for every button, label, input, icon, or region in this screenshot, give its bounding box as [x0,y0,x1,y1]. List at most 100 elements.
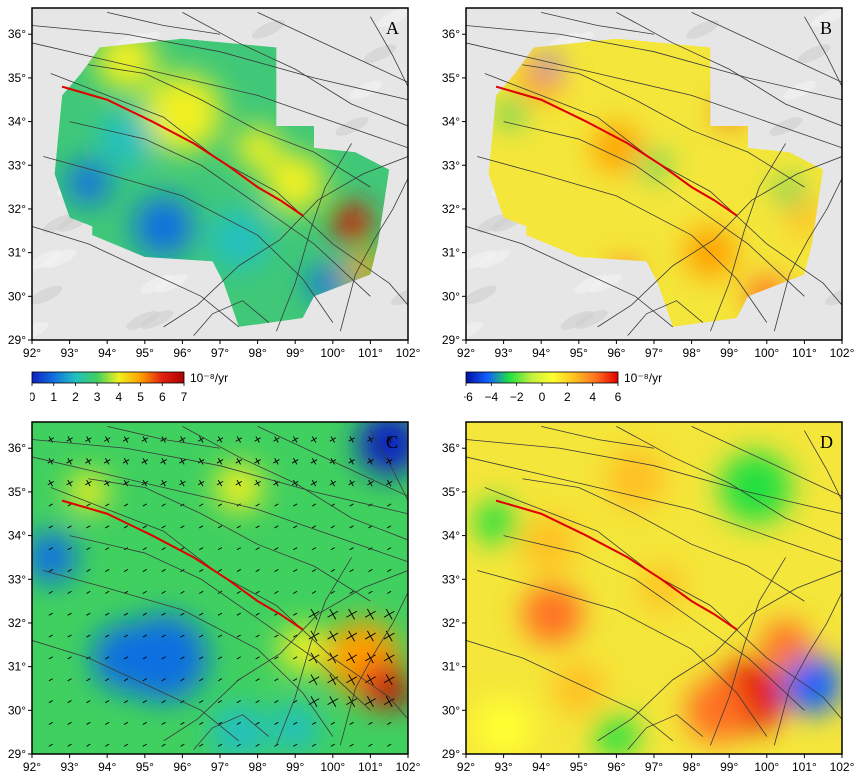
fault-line [257,12,408,83]
strain-axis [86,590,91,594]
fault-line [163,156,408,328]
strain-axis [48,612,53,616]
fault-line [522,64,805,188]
x-tick-label: 96° [607,346,625,360]
strain-axis [330,721,335,725]
strain-axis [105,547,110,551]
strain-axis [142,721,147,725]
strain-axis [161,612,166,616]
strain-axis [142,590,147,594]
strain-axis [387,547,392,551]
strain-axis [217,612,223,616]
fault-line [32,42,408,149]
fault-line [50,487,408,720]
strain-axis [86,436,91,443]
panel-label: D [820,432,833,452]
x-tick-label: 99° [720,346,738,360]
y-tick-label: 29° [8,333,26,347]
strain-axis [180,436,185,443]
colorbar-gradient [31,371,185,384]
x-tick-label: 98° [249,760,267,774]
y-tick-label: 32° [8,616,26,630]
strain-axis [217,547,223,551]
strain-axis [311,569,317,573]
x-tick-label: 95° [136,760,154,774]
map-a[interactable]: 92° 93° 94° 95° 96° 97° 98° 99° 100° 101° 102° 29° 3… [0,0,430,360]
strain-axis [199,590,204,594]
strain-axis [199,458,204,465]
strain-axis [123,458,129,465]
strain-axis [161,678,166,682]
strain-axis [67,678,72,682]
strain-axis [67,547,72,551]
y-tick-label: 29° [8,747,26,761]
strain-axis [86,547,91,551]
strain-axis [255,590,260,594]
strain-axis [86,612,91,616]
fault-line [107,425,221,449]
strain-axis [329,630,337,642]
strain-axis [123,656,129,660]
strain-axis [48,634,53,638]
strain-axis [385,674,393,686]
map-d[interactable]: 92° 93° 94° 95° 96° 97° 98° 99° 100° 101° 102° 29° 3… [430,412,858,778]
strain-axis [387,436,392,443]
fault-line [466,439,842,515]
fault-line [773,178,842,332]
strain-axis [293,503,298,507]
fault-line [597,156,842,328]
fault-line [541,11,655,35]
fault-line [627,300,704,336]
strain-axis [387,479,392,487]
fault-line [466,25,842,101]
y-tick-label: 30° [442,289,460,303]
strain-axis [161,721,166,725]
strain-axis [255,678,260,682]
x-tick-label: 93° [61,346,79,360]
data-coverage-area [488,38,824,327]
strain-axis [86,678,91,682]
strain-axis [217,678,223,682]
strain-axis [217,436,223,443]
strain-axis [236,721,241,725]
strain-axis [199,743,204,747]
strain-axis [67,436,72,443]
map-b[interactable]: 92° 93° 94° 95° 96° 97° 98° 99° 100° 101° 102° 29° 3… [430,0,858,360]
strain-axis [217,458,223,465]
fault-line [182,426,408,541]
fault-line [43,570,334,737]
strain-axis [199,634,204,638]
strain-axis [310,630,318,642]
strain-axis [199,525,204,529]
fault-line [32,439,408,515]
strain-axis [368,721,373,725]
strain-axis [310,696,318,708]
strain-axis [105,656,110,660]
y-tick-label: 35° [8,71,26,85]
strain-axis [123,525,129,529]
strain-axis [274,525,279,529]
map-c[interactable]: 92° 93° 94° 95° 96° 97° 98° 99° 100° 101° 102° 29° 3… [0,412,430,778]
strain-axis [67,721,72,725]
strain-axis [217,700,223,704]
strain-axis [217,479,223,487]
strain-axis [255,525,260,529]
strain-axis [236,436,241,443]
strain-axis [293,547,298,551]
colorbar-rotation: −6 −4 −2 0 2 4 610⁻⁸/yr [459,368,714,408]
fault-line [691,12,842,83]
strain-axis [105,436,110,443]
x-tick-label: 92° [457,346,475,360]
strain-axis [293,458,298,465]
fault-line [466,42,842,149]
strain-axis [368,569,373,573]
strain-axis [48,479,53,487]
strain-axis [199,479,204,487]
fault-line [257,426,408,497]
strain-axis [199,547,204,551]
strain-axis [180,458,185,465]
strain-axis [349,743,354,747]
strain-axis [142,656,147,660]
strain-axis [48,721,53,725]
strain-axis [349,525,354,529]
